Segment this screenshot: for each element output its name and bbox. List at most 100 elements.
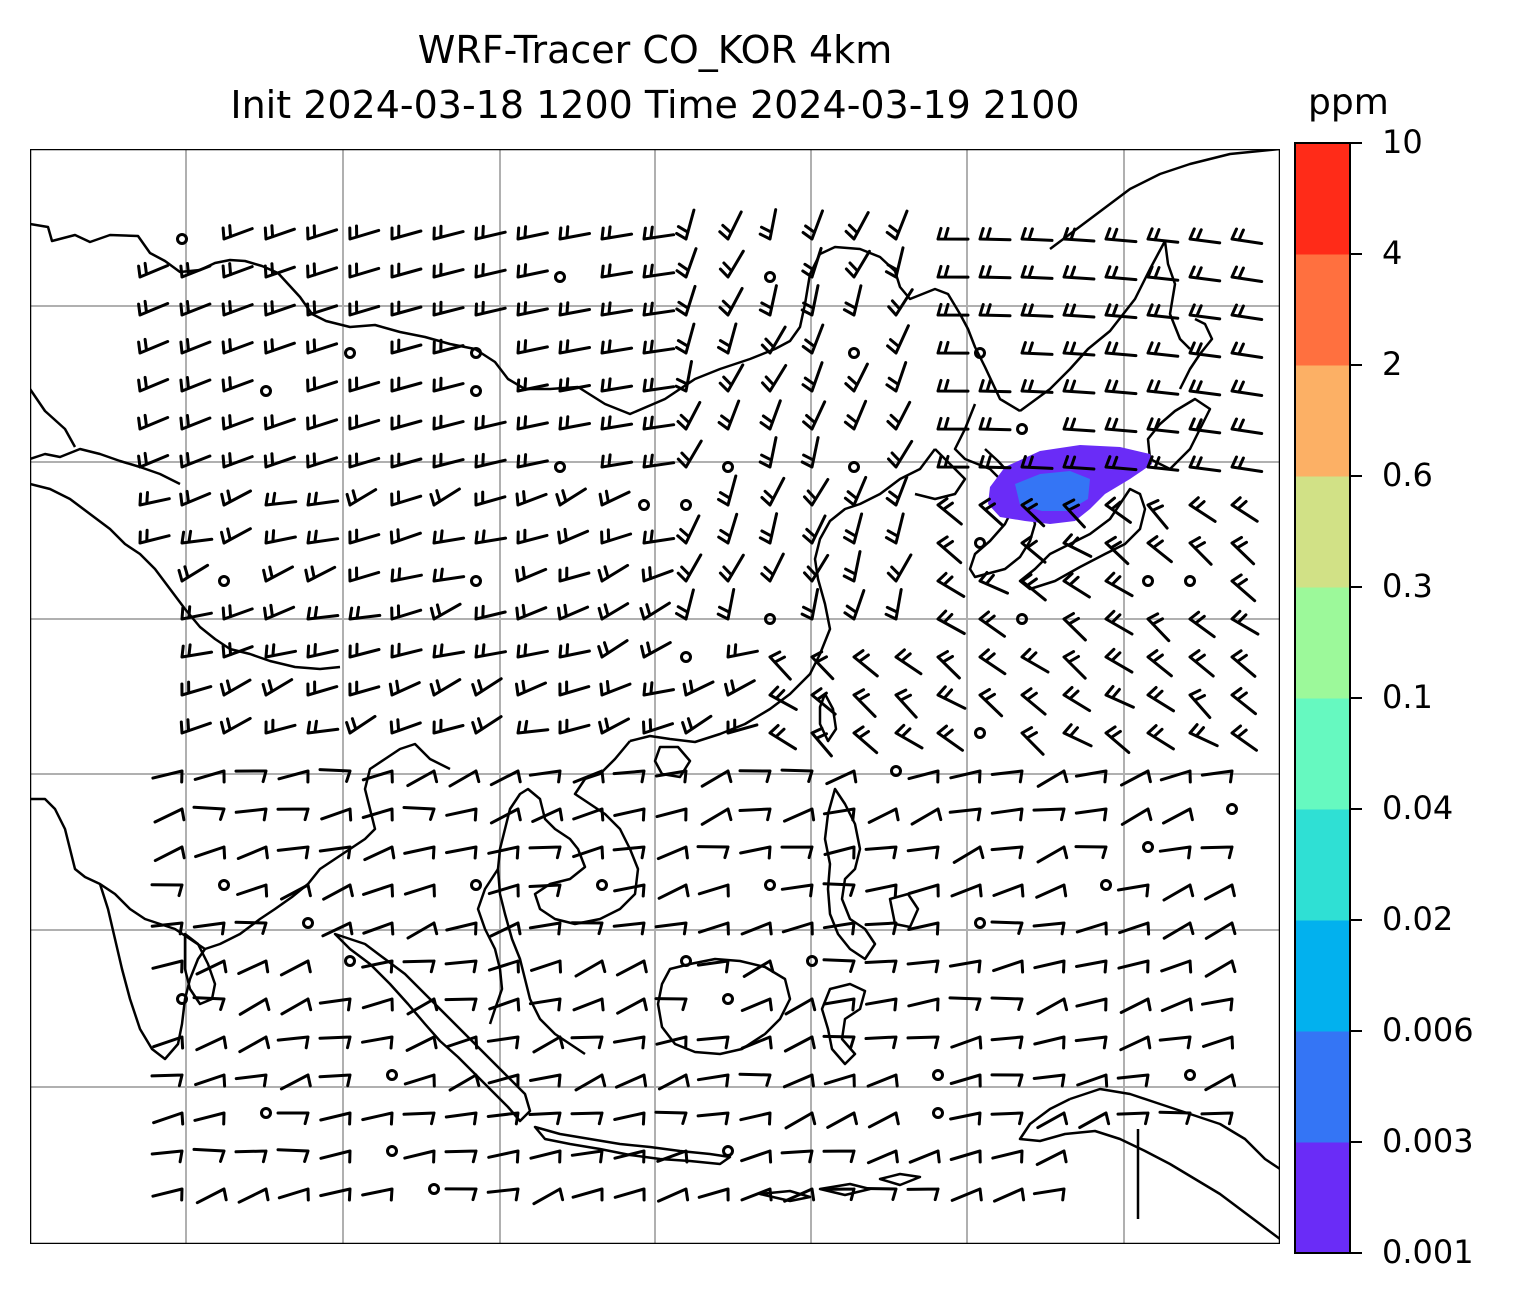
wind-barb (951, 1151, 980, 1162)
wind-barb (784, 1075, 813, 1087)
wind-barb (140, 530, 169, 543)
wind-barb (139, 415, 168, 429)
wind-barb (888, 555, 911, 581)
wind-barb (308, 378, 337, 391)
wind-barb (846, 251, 869, 277)
wind-barb (1148, 501, 1167, 529)
wind-barb (719, 401, 739, 429)
wind-barb (194, 1149, 224, 1161)
calm-marker (682, 957, 691, 966)
calm-marker (766, 273, 775, 282)
wind-barb (308, 721, 338, 733)
wind-barb (1164, 885, 1193, 900)
wind-barb (742, 1151, 771, 1162)
wind-barb (812, 689, 835, 714)
wind-barb (266, 720, 295, 733)
wind-barb (618, 999, 647, 1013)
wind-barb (321, 1113, 350, 1124)
wind-barb (1148, 726, 1173, 749)
wind-barb (153, 961, 182, 972)
wind-barb (278, 847, 308, 858)
wind-barb (573, 1189, 602, 1200)
wind-barb (1203, 999, 1233, 1010)
wind-barb (350, 416, 379, 429)
calm-marker (640, 501, 649, 510)
wind-barb (854, 651, 877, 676)
wind-barb (954, 847, 983, 862)
calm-marker (1228, 805, 1237, 814)
wind-barb (518, 265, 547, 277)
wind-barb (1121, 1037, 1150, 1050)
wind-barb (644, 341, 674, 353)
wind-barb (518, 530, 547, 543)
wind-barb (599, 565, 628, 581)
wind-barb (909, 923, 938, 934)
calm-marker (556, 463, 565, 472)
wind-barb (392, 606, 421, 619)
wind-barb (308, 416, 337, 429)
wind-barb (1064, 614, 1085, 641)
wind-barb (239, 961, 268, 974)
wind-barb (223, 454, 252, 467)
wind-barb (699, 885, 728, 896)
wind-barb (404, 961, 434, 972)
wind-barb (908, 961, 938, 972)
wind-barb (350, 226, 379, 239)
wind-barb (644, 417, 674, 429)
wind-barb (1202, 847, 1232, 858)
wind-barb (824, 1151, 854, 1162)
colorbar-segment (1295, 365, 1350, 477)
wind-barb (889, 290, 913, 315)
wind-barb (1190, 498, 1215, 522)
wind-barb (1148, 381, 1178, 395)
wind-barb (602, 303, 632, 315)
wind-barb (223, 606, 252, 619)
wind-barb (221, 718, 250, 733)
wind-barb (938, 652, 959, 679)
wind-barb (1118, 1075, 1148, 1086)
wind-barb (236, 1151, 266, 1162)
wind-barb (980, 573, 1008, 594)
wind-barb (601, 682, 630, 696)
wind-barb (574, 999, 603, 1010)
wind-barb (473, 679, 502, 695)
wind-barb (1232, 381, 1262, 396)
wind-barb (1206, 961, 1235, 976)
wind-barb (530, 771, 560, 782)
wind-barb (350, 682, 379, 695)
wind-barb (282, 999, 311, 1014)
wind-barb (194, 807, 224, 819)
calm-marker (388, 1071, 397, 1080)
wind-barb (1064, 381, 1094, 393)
wind-barb (699, 1189, 728, 1200)
wind-barb (762, 327, 785, 353)
wind-barb (825, 1075, 854, 1086)
calm-marker (472, 881, 481, 890)
map-panel (30, 149, 1280, 1244)
wind-barb (699, 923, 728, 934)
wind-barb (1148, 229, 1178, 243)
wind-barb (740, 771, 770, 782)
wind-barb (908, 1189, 938, 1200)
colorbar-tick-label: 4 (1382, 237, 1402, 269)
wind-barb (677, 249, 696, 277)
wind-barb (350, 302, 379, 315)
wind-barb (222, 529, 251, 543)
wind-barb (1022, 689, 1045, 714)
wind-barb (827, 771, 856, 784)
wind-barb (992, 809, 1022, 820)
wind-barb (678, 441, 701, 467)
wind-barb (265, 416, 294, 429)
wind-barb (992, 1037, 1022, 1048)
wind-barb (644, 303, 674, 315)
wind-barb (223, 340, 252, 353)
wind-barb (431, 604, 460, 619)
wind-barb (659, 885, 688, 898)
wind-barb (560, 568, 589, 581)
wind-barb (154, 1113, 183, 1124)
wind-barb (278, 809, 308, 820)
wind-barb (306, 567, 335, 581)
colorbar-segment (1295, 1142, 1350, 1254)
wind-barb (803, 363, 822, 391)
wind-barb (824, 999, 854, 1010)
